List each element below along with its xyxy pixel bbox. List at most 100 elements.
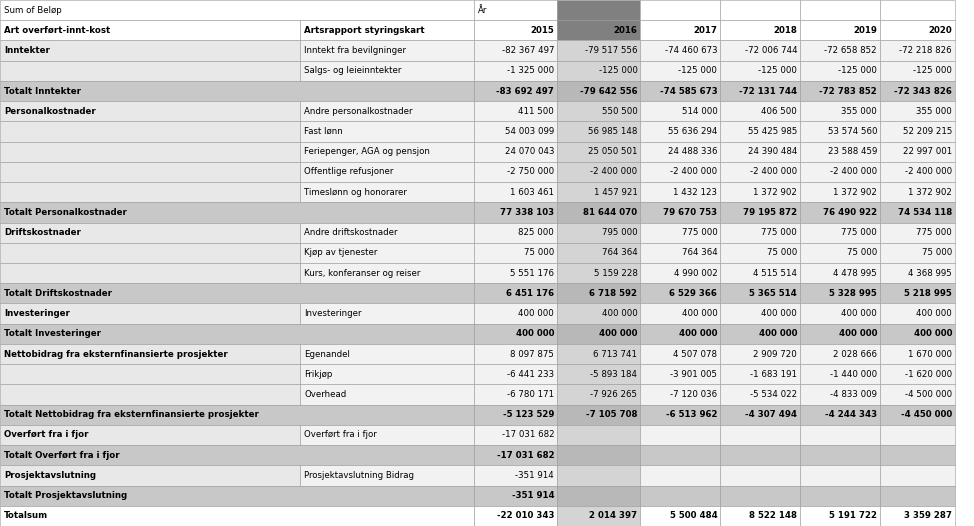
Text: Feriepenger, AGA og pensjon: Feriepenger, AGA og pensjon <box>304 147 431 156</box>
Bar <box>474 445 557 466</box>
Bar <box>557 466 641 485</box>
Bar <box>720 364 800 385</box>
Bar <box>800 182 880 203</box>
Text: Offentlige refusjoner: Offentlige refusjoner <box>304 167 393 176</box>
Bar <box>800 41 880 60</box>
Bar <box>474 41 557 60</box>
Bar <box>880 323 955 344</box>
Text: -125 000: -125 000 <box>759 66 797 75</box>
Text: -1 620 000: -1 620 000 <box>905 370 952 379</box>
Bar <box>557 385 641 404</box>
Bar <box>0 182 300 203</box>
Bar <box>880 41 955 60</box>
Bar <box>474 283 557 304</box>
Text: 54 003 099: 54 003 099 <box>505 127 554 136</box>
Bar <box>0 263 300 283</box>
Bar <box>557 304 641 323</box>
Text: -125 000: -125 000 <box>599 66 637 75</box>
Text: 23 588 459: 23 588 459 <box>828 147 877 156</box>
Text: Fast lønn: Fast lønn <box>304 127 343 136</box>
Text: 550 500: 550 500 <box>602 107 637 116</box>
Bar <box>474 162 557 182</box>
Bar <box>641 364 720 385</box>
Bar <box>0 243 300 263</box>
Bar <box>0 60 300 81</box>
Bar <box>880 81 955 101</box>
Bar <box>474 222 557 243</box>
Bar <box>0 445 474 466</box>
Text: 2 909 720: 2 909 720 <box>754 350 797 359</box>
Text: -4 500 000: -4 500 000 <box>905 390 952 399</box>
Bar <box>0 20 300 41</box>
Text: 5 328 995: 5 328 995 <box>829 289 877 298</box>
Text: -72 218 826: -72 218 826 <box>899 46 952 55</box>
Bar <box>557 0 641 20</box>
Bar <box>474 404 557 425</box>
Text: 79 195 872: 79 195 872 <box>743 208 797 217</box>
Bar <box>880 506 955 526</box>
Bar <box>557 283 641 304</box>
Bar <box>557 162 641 182</box>
Bar <box>800 445 880 466</box>
Bar <box>641 304 720 323</box>
Text: 5 365 514: 5 365 514 <box>749 289 797 298</box>
Bar <box>300 243 474 263</box>
Text: 6 713 741: 6 713 741 <box>593 350 637 359</box>
Text: -125 000: -125 000 <box>679 66 717 75</box>
Text: 6 529 366: 6 529 366 <box>669 289 717 298</box>
Bar <box>0 222 300 243</box>
Text: -6 441 233: -6 441 233 <box>507 370 554 379</box>
Bar <box>474 60 557 81</box>
Text: 5 500 484: 5 500 484 <box>669 511 717 520</box>
Bar <box>880 485 955 506</box>
Bar <box>557 203 641 222</box>
Bar <box>0 404 474 425</box>
Text: 400 000: 400 000 <box>518 309 554 318</box>
Bar <box>641 203 720 222</box>
Bar <box>0 141 300 162</box>
Bar <box>641 0 720 20</box>
Bar <box>474 81 557 101</box>
Bar <box>880 243 955 263</box>
Text: 53 574 560: 53 574 560 <box>828 127 877 136</box>
Bar <box>880 445 955 466</box>
Bar <box>300 60 474 81</box>
Bar <box>800 425 880 445</box>
Text: -79 517 556: -79 517 556 <box>585 46 637 55</box>
Text: -125 000: -125 000 <box>839 66 877 75</box>
Bar <box>641 141 720 162</box>
Bar <box>880 283 955 304</box>
Text: 81 644 070: 81 644 070 <box>583 208 637 217</box>
Text: 4 368 995: 4 368 995 <box>909 269 952 278</box>
Bar <box>474 20 557 41</box>
Bar <box>800 385 880 404</box>
Bar <box>800 263 880 283</box>
Text: 77 338 103: 77 338 103 <box>500 208 554 217</box>
Text: 400 000: 400 000 <box>682 309 717 318</box>
Bar <box>557 263 641 283</box>
Text: 6 718 592: 6 718 592 <box>589 289 637 298</box>
Text: -2 750 000: -2 750 000 <box>507 167 554 176</box>
Bar <box>557 81 641 101</box>
Text: Prosjektavslutning Bidrag: Prosjektavslutning Bidrag <box>304 471 414 480</box>
Text: -5 123 529: -5 123 529 <box>503 410 554 419</box>
Bar <box>0 506 474 526</box>
Bar <box>300 20 474 41</box>
Bar <box>720 60 800 81</box>
Bar <box>0 344 300 364</box>
Text: Art overført-innt-kost: Art overført-innt-kost <box>4 26 110 35</box>
Bar <box>474 466 557 485</box>
Bar <box>0 304 300 323</box>
Bar <box>300 364 474 385</box>
Bar <box>300 41 474 60</box>
Text: -351 914: -351 914 <box>511 491 554 500</box>
Bar <box>474 0 557 20</box>
Text: -5 534 022: -5 534 022 <box>750 390 797 399</box>
Text: 400 000: 400 000 <box>842 309 877 318</box>
Text: -2 400 000: -2 400 000 <box>750 167 797 176</box>
Text: Totalsum: Totalsum <box>4 511 48 520</box>
Text: Overhead: Overhead <box>304 390 347 399</box>
Text: Nettobidrag fra eksternfinansierte prosjekter: Nettobidrag fra eksternfinansierte prosj… <box>4 350 228 359</box>
Bar <box>0 81 474 101</box>
Bar <box>641 122 720 141</box>
